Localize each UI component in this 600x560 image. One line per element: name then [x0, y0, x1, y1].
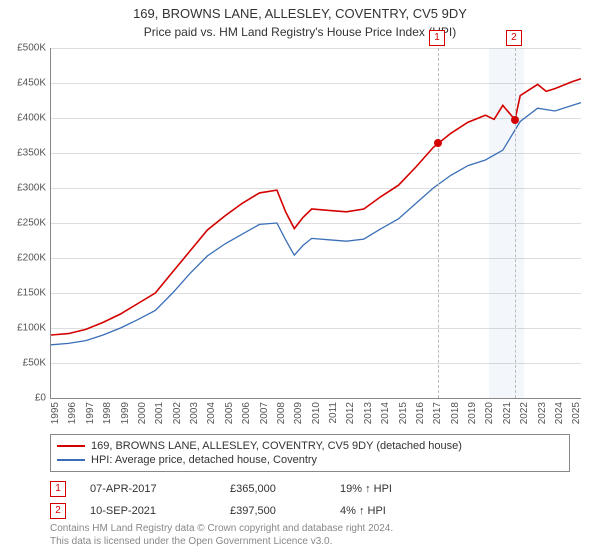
x-axis-tick: 2020	[484, 402, 495, 424]
legend: 169, BROWNS LANE, ALLESLEY, COVENTRY, CV…	[50, 434, 570, 472]
x-axis-tick: 1999	[120, 402, 131, 424]
x-axis-tick: 1997	[85, 402, 96, 424]
x-axis-tick: 1995	[50, 402, 61, 424]
footer-line: This data is licensed under the Open Gov…	[50, 535, 393, 548]
y-axis-tick: £350K	[17, 148, 46, 159]
transaction-price: £397,500	[230, 505, 340, 517]
x-axis-tick: 2009	[293, 402, 304, 424]
x-axis-tick: 2008	[276, 402, 287, 424]
table-row: 1 07-APR-2017 £365,000 19% ↑ HPI	[50, 478, 570, 500]
x-axis-tick: 2018	[450, 402, 461, 424]
y-axis-tick: £450K	[17, 78, 46, 89]
y-axis-tick: £500K	[17, 43, 46, 54]
legend-swatch	[57, 445, 85, 447]
y-axis-tick: £250K	[17, 218, 46, 229]
transaction-delta: 4% ↑ HPI	[340, 505, 460, 517]
legend-item: 169, BROWNS LANE, ALLESLEY, COVENTRY, CV…	[57, 439, 563, 453]
marker-badge: 1	[429, 30, 445, 46]
chart-area: £0£50K£100K£150K£200K£250K£300K£350K£400…	[50, 48, 580, 398]
x-axis-tick: 2013	[363, 402, 374, 424]
y-axis-tick: £100K	[17, 323, 46, 334]
table-row: 2 10-SEP-2021 £397,500 4% ↑ HPI	[50, 500, 570, 522]
y-axis-tick: £0	[35, 393, 46, 404]
x-axis-tick: 2024	[554, 402, 565, 424]
marker-badge: 1	[50, 481, 66, 497]
x-axis-tick: 2002	[172, 402, 183, 424]
x-axis-tick: 2019	[467, 402, 478, 424]
x-axis-tick: 2021	[502, 402, 513, 424]
footer-line: Contains HM Land Registry data © Crown c…	[50, 522, 393, 535]
legend-label: 169, BROWNS LANE, ALLESLEY, COVENTRY, CV…	[91, 440, 462, 452]
x-axis-tick: 2007	[259, 402, 270, 424]
x-axis-tick: 2015	[398, 402, 409, 424]
x-axis-tick: 2025	[571, 402, 582, 424]
x-axis-tick: 2017	[432, 402, 443, 424]
x-axis-tick: 2011	[328, 402, 339, 424]
y-axis-tick: £200K	[17, 253, 46, 264]
legend-swatch	[57, 459, 85, 461]
line-series	[51, 48, 581, 398]
chart-container: 169, BROWNS LANE, ALLESLEY, COVENTRY, CV…	[0, 0, 600, 560]
legend-item: HPI: Average price, detached house, Cove…	[57, 453, 563, 467]
x-axis-tick: 2016	[415, 402, 426, 424]
transactions-table: 1 07-APR-2017 £365,000 19% ↑ HPI 2 10-SE…	[50, 478, 570, 522]
marker-badge: 2	[50, 503, 66, 519]
x-axis-tick: 2022	[519, 402, 530, 424]
y-axis-tick: £50K	[23, 358, 46, 369]
transaction-price: £365,000	[230, 483, 340, 495]
x-axis-tick: 2014	[380, 402, 391, 424]
y-axis-tick: £300K	[17, 183, 46, 194]
x-axis-tick: 2000	[137, 402, 148, 424]
x-axis-tick: 2006	[241, 402, 252, 424]
transaction-delta: 19% ↑ HPI	[340, 483, 460, 495]
transaction-dot	[511, 116, 519, 124]
marker-badge: 2	[506, 30, 522, 46]
y-axis-tick: £400K	[17, 113, 46, 124]
y-axis-tick: £150K	[17, 288, 46, 299]
x-axis-tick: 2005	[224, 402, 235, 424]
x-axis-tick: 1996	[67, 402, 78, 424]
x-axis-tick: 2010	[311, 402, 322, 424]
footer-attribution: Contains HM Land Registry data © Crown c…	[50, 522, 393, 548]
x-axis-tick: 2001	[154, 402, 165, 424]
chart-title: 169, BROWNS LANE, ALLESLEY, COVENTRY, CV…	[0, 0, 600, 23]
x-axis-tick: 2003	[189, 402, 200, 424]
plot-region	[50, 48, 581, 399]
series-line	[51, 79, 581, 335]
transaction-date: 07-APR-2017	[90, 483, 230, 495]
transaction-date: 10-SEP-2021	[90, 505, 230, 517]
x-axis-tick: 2012	[345, 402, 356, 424]
x-axis-tick: 2004	[206, 402, 217, 424]
transaction-dot	[434, 139, 442, 147]
legend-label: HPI: Average price, detached house, Cove…	[91, 454, 317, 466]
x-axis-tick: 2023	[537, 402, 548, 424]
x-axis-tick: 1998	[102, 402, 113, 424]
